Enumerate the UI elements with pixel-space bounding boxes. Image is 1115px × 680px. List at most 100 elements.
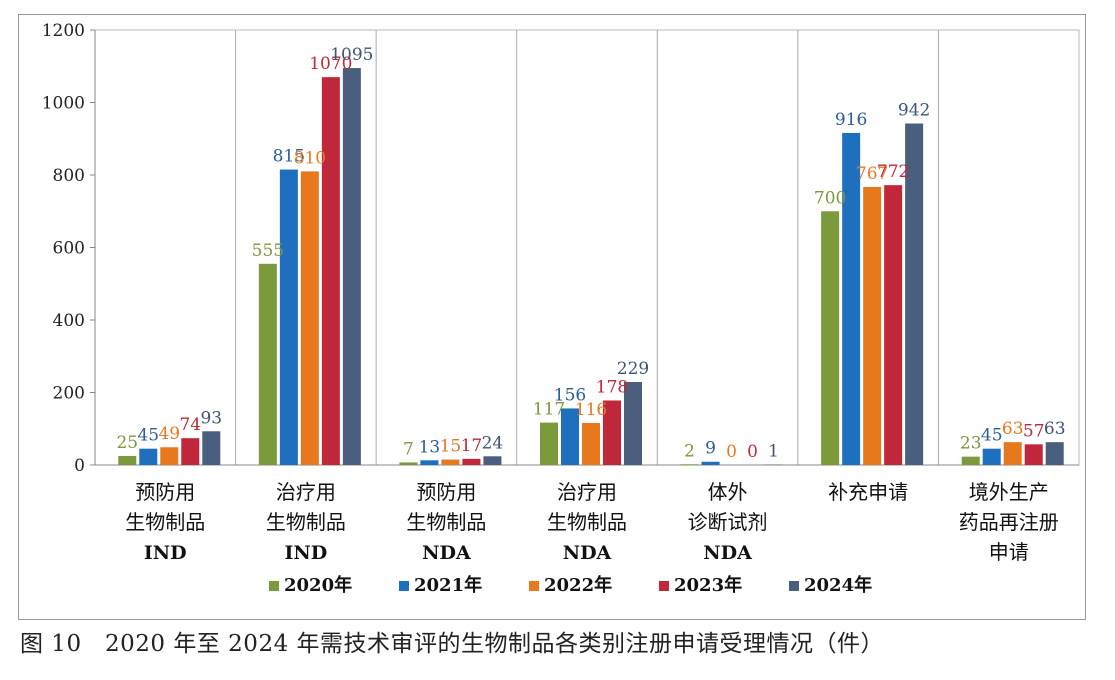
legend-label: 2021年: [414, 574, 482, 596]
bar: [680, 464, 699, 465]
bar: [279, 169, 298, 465]
data-label: 57: [1023, 421, 1045, 441]
category-label: 预防用: [416, 480, 476, 504]
y-tick-label: 400: [53, 311, 85, 331]
bar: [321, 77, 340, 465]
bar: [1024, 444, 1043, 465]
data-label: 2: [684, 441, 695, 461]
legend-swatch: [269, 581, 279, 591]
bar: [300, 171, 319, 465]
y-tick-label: 1200: [42, 21, 85, 41]
category-label: IND: [144, 542, 187, 564]
chart-frame: 0 200 400 600 800 1000 1200 25 45 49 74 93 555 815 810…: [18, 14, 1086, 620]
data-label: 17: [461, 436, 483, 456]
bar: [462, 458, 481, 465]
legend-swatch: [529, 581, 539, 591]
bar: [821, 211, 840, 465]
data-label: 767: [856, 164, 888, 184]
legend-label: 2024年: [804, 574, 872, 596]
category-label: 生物制品: [266, 510, 346, 534]
category-label: 境外生产: [969, 480, 1049, 504]
data-label: 63: [1044, 419, 1066, 439]
bar: [139, 448, 158, 465]
bar: [258, 263, 277, 465]
data-label: 156: [554, 385, 586, 405]
category-label: NDA: [563, 542, 612, 564]
bar: [540, 422, 558, 465]
bar: [420, 460, 439, 465]
y-tick-label: 800: [53, 166, 85, 186]
bar: [342, 68, 361, 465]
bar: [118, 455, 137, 465]
data-label: 24: [482, 433, 504, 453]
category-label: NDA: [703, 542, 752, 564]
data-label: 555: [252, 241, 284, 261]
category-label: 补充申请: [828, 480, 908, 504]
bar: [905, 123, 924, 466]
figure-title: 2020 年至 2024 年需技术审评的生物制品各类别注册申请受理情况（件）: [105, 631, 885, 657]
figure-number: 图 10: [20, 631, 82, 657]
data-label: 45: [137, 426, 159, 446]
data-label: 25: [116, 433, 138, 453]
category-label: 预防用: [135, 480, 195, 504]
y-tick-label: 0: [74, 456, 85, 476]
data-label: 23: [960, 434, 982, 454]
bar: [561, 408, 579, 465]
bar: [1003, 442, 1022, 465]
bar: [1045, 442, 1064, 465]
bar: [399, 462, 418, 465]
data-label: 1095: [330, 45, 373, 65]
data-label: 1070: [309, 54, 352, 74]
legend-label: 2020年: [284, 574, 352, 596]
bar: [624, 381, 642, 465]
bar: [603, 400, 621, 465]
category-label: 药品再注册: [959, 510, 1059, 534]
category-label: 生物制品: [406, 510, 486, 534]
y-tick-label: 1000: [42, 94, 85, 114]
data-label: 0: [747, 442, 758, 462]
data-label: 116: [575, 400, 607, 420]
category-label: 申请: [989, 540, 1029, 564]
data-label: 13: [419, 437, 441, 457]
bar: [842, 132, 861, 465]
bar: [483, 456, 502, 465]
data-label: 916: [835, 110, 867, 130]
y-tick-label: 600: [53, 239, 85, 259]
category-label: 生物制品: [547, 510, 627, 534]
data-label: 815: [273, 147, 305, 167]
bar: [863, 186, 882, 465]
legend-label: 2023年: [674, 574, 742, 596]
data-label: 9: [705, 439, 716, 459]
data-label: 1: [768, 442, 779, 462]
data-label: 74: [179, 415, 201, 435]
data-label: 7: [403, 439, 414, 459]
legend-label: 2022年: [544, 574, 612, 596]
data-label: 63: [1002, 419, 1024, 439]
bar: [202, 431, 221, 465]
figure-caption: 图 10 2020 年至 2024 年需技术审评的生物制品各类别注册申请受理情况…: [20, 624, 884, 658]
data-label: 810: [294, 148, 326, 168]
data-label: 178: [596, 377, 628, 397]
legend-swatch: [399, 581, 409, 591]
data-label: 700: [814, 188, 846, 208]
category-label: 治疗用: [557, 480, 617, 504]
bar: [884, 185, 903, 465]
data-label: 93: [200, 408, 222, 428]
data-label: 117: [533, 400, 565, 420]
bar: [582, 422, 600, 465]
data-label: 45: [981, 426, 1003, 446]
data-label: 15: [440, 437, 462, 457]
data-label: 229: [617, 359, 649, 379]
bar: [961, 456, 980, 465]
category-label: 生物制品: [125, 510, 205, 534]
bar: [701, 461, 720, 465]
y-tick-label: 200: [53, 384, 85, 404]
category-label: 体外: [708, 480, 748, 504]
category-label: NDA: [422, 542, 471, 564]
legend-swatch: [789, 581, 799, 591]
category-label: 治疗用: [276, 480, 336, 504]
bar: [181, 438, 200, 465]
bar: [982, 448, 1001, 465]
bar: [441, 459, 460, 465]
